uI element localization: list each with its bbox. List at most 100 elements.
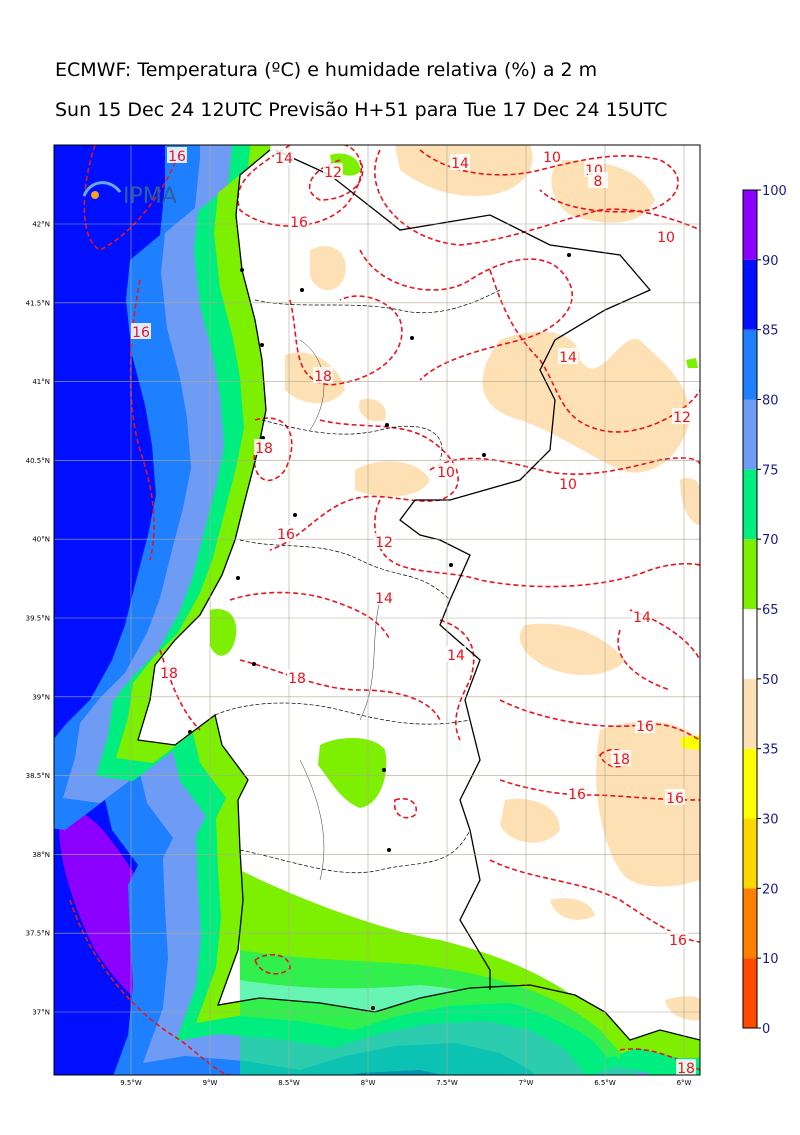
contour-label: 16 xyxy=(168,149,186,165)
contour-label: 14 xyxy=(447,648,465,664)
dry-patch xyxy=(680,735,700,750)
colorbar-tick-label: 20 xyxy=(762,882,779,897)
contour-label: 14 xyxy=(633,610,651,626)
contour-label: 18 xyxy=(160,666,178,682)
colorbar-tick-label: 70 xyxy=(762,533,779,548)
contour-label: 18 xyxy=(314,369,332,385)
contour-label: 16 xyxy=(568,787,586,803)
title: ECMWF: Temperatura (ºC) e humidade relat… xyxy=(55,59,597,81)
colorbar-segment xyxy=(743,259,757,330)
contour-label: 16 xyxy=(132,325,150,341)
lat-label: 40°N xyxy=(32,536,50,544)
lon-label: 6°W xyxy=(677,1079,692,1087)
colorbar-segment xyxy=(743,888,757,959)
contour-label-bg xyxy=(611,750,631,766)
contour-label: 12 xyxy=(673,410,691,426)
contour-label: 18 xyxy=(255,441,273,457)
contour-label-bg xyxy=(374,533,394,549)
colorbar-tick-label: 75 xyxy=(762,463,779,478)
contour-label-bg xyxy=(542,148,562,164)
contour-label-bg xyxy=(287,669,307,685)
contour-label: 14 xyxy=(559,350,577,366)
colorbar-segment xyxy=(743,748,757,819)
colorbar-segment xyxy=(743,329,757,400)
colorbar: 0 10 20 30 35 50 65 70 75 80 85 90 100 xyxy=(742,184,787,1037)
contour-label-bg xyxy=(323,163,343,179)
map-frame xyxy=(53,144,701,1076)
lat-label: 41°N xyxy=(32,378,50,386)
contour-label-bg xyxy=(588,172,608,188)
colorbar-segment xyxy=(743,190,757,260)
subtitle: Sun 15 Dec 24 12UTC Previsão H+51 para T… xyxy=(55,99,667,121)
lat-label: 38°N xyxy=(32,851,50,859)
contour-label: 16 xyxy=(666,791,684,807)
contour-label: 16 xyxy=(636,719,654,735)
lon-label: 8°W xyxy=(361,1079,376,1087)
axis-labels: 42°N 41.5°N 41°N 40.5°N 40°N 39.5°N 39°N 38.5°N… xyxy=(26,221,692,1088)
lon-label: 8.5°W xyxy=(278,1079,300,1087)
contour-label: 10 xyxy=(543,150,561,166)
contour-label-bg xyxy=(676,1059,696,1075)
colorbar-segment xyxy=(743,818,757,889)
contour-label-bg xyxy=(672,408,692,424)
contour-label-bg xyxy=(313,367,333,383)
colorbar-tick-label: 85 xyxy=(762,324,779,339)
lat-label: 38.5°N xyxy=(26,772,50,780)
colorbar-tick-label: 90 xyxy=(762,254,779,269)
lat-label: 37.5°N xyxy=(26,930,50,938)
lon-label: 7°W xyxy=(519,1079,534,1087)
colorbar-tick-label: 50 xyxy=(762,673,779,688)
logo-icon xyxy=(82,181,122,197)
lon-label: 9°W xyxy=(203,1079,218,1087)
contour-label: 10 xyxy=(559,477,577,493)
contour-label: 16 xyxy=(277,527,295,543)
contour-label: 14 xyxy=(275,151,293,167)
contour-label-bg xyxy=(567,785,587,801)
lon-label: 9.5°W xyxy=(120,1079,142,1087)
colorbar-tick-label: 0 xyxy=(762,1022,770,1037)
contour-label-bg xyxy=(450,154,470,170)
contour-label-bg xyxy=(635,717,655,733)
contour-label: 12 xyxy=(324,165,342,181)
lat-label: 39.5°N xyxy=(26,615,50,623)
graticule xyxy=(54,145,700,1075)
contour-label-bg xyxy=(668,931,688,947)
lon-label: 6.5°W xyxy=(594,1079,616,1087)
lat-label: 37°N xyxy=(32,1009,50,1017)
colorbar-segment xyxy=(743,958,757,1028)
contour-label: 14 xyxy=(375,591,393,607)
colorbar-tick-label: 80 xyxy=(762,394,779,409)
contour-label-bg xyxy=(558,348,578,364)
contour-label-bg xyxy=(632,608,652,624)
lat-label: 40.5°N xyxy=(26,457,50,465)
contour-label-bg xyxy=(558,475,578,491)
contour-label-bg xyxy=(274,149,294,165)
contour-label-bg xyxy=(374,589,394,605)
contour-label: 14 xyxy=(451,156,469,172)
colorbar-segment xyxy=(743,539,757,609)
colorbar-tick-label: 10 xyxy=(762,952,779,967)
contour-label-bg xyxy=(131,323,151,339)
contour-label-bg xyxy=(446,646,466,662)
contour-label-bg xyxy=(656,228,676,244)
lat-label: 41.5°N xyxy=(26,299,50,307)
contour-label: 16 xyxy=(669,933,687,949)
contour-label-bg xyxy=(436,463,456,479)
lat-label: 42°N xyxy=(32,221,50,229)
contour-label: 16 xyxy=(290,215,308,231)
logo-text: IPMA xyxy=(123,184,177,209)
logo: IPMA xyxy=(82,181,177,209)
contour-label: 10 xyxy=(657,230,675,246)
lat-label: 39°N xyxy=(32,693,50,701)
humidity-band xyxy=(240,950,640,1075)
contour-label-bg xyxy=(276,525,296,541)
logo-icon xyxy=(91,191,99,199)
contour-label: 18 xyxy=(288,671,306,687)
contour-label: 18 xyxy=(677,1061,695,1077)
colorbar-tick-label: 30 xyxy=(762,813,779,828)
colorbar-segment xyxy=(743,678,757,749)
national-border xyxy=(274,149,652,990)
